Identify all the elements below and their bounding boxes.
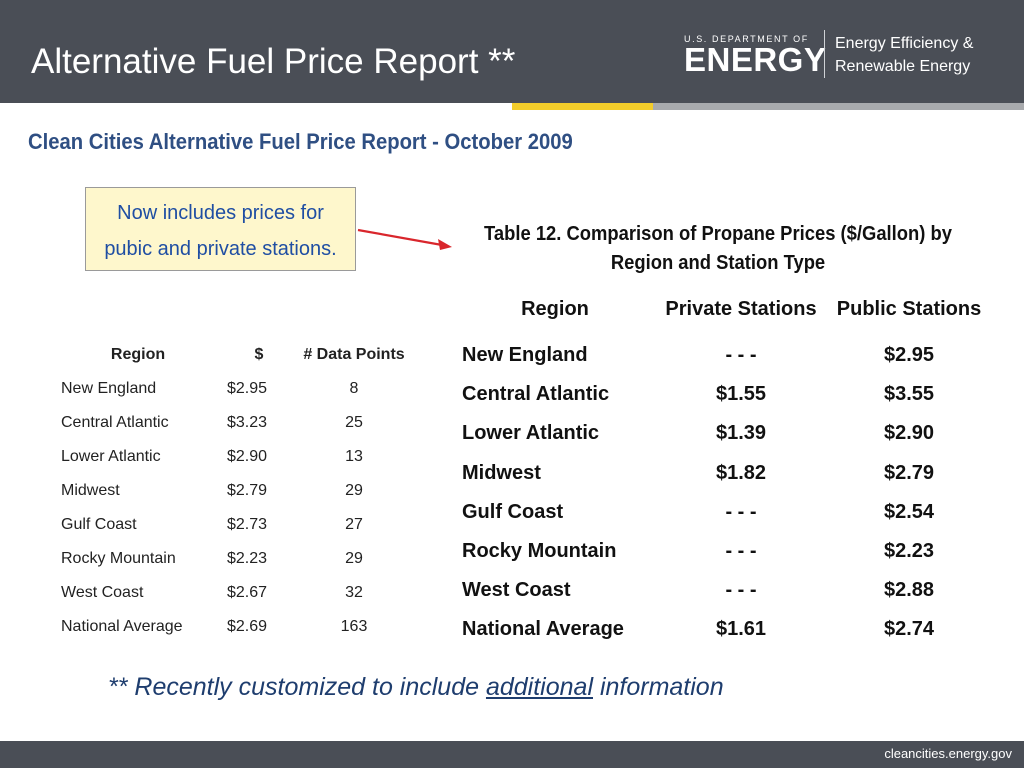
table-row: Midwest $2.79 29: [61, 474, 409, 508]
region-cell: Rocky Mountain: [61, 550, 176, 567]
private-price-cell: - - -: [725, 344, 757, 367]
region-cell: West Coast: [61, 584, 144, 601]
private-price-cell: $1.55: [715, 383, 767, 406]
table-row: Central Atlantic $3.23 25: [61, 406, 409, 440]
price-cell: $2.73: [227, 516, 268, 533]
public-price-cell: $2.90: [883, 422, 935, 445]
datapoints-cell: 29: [345, 482, 363, 499]
datapoints-cell: 13: [345, 448, 363, 465]
logo-office-line2: Renewable Energy: [835, 58, 971, 75]
logo-office-text: Energy Efficiency & Renewable Energy: [835, 32, 973, 78]
accent-bar-gray: [653, 103, 1024, 110]
table-row: Gulf Coast $2.73 27: [61, 508, 409, 542]
region-cell: Rocky Mountain: [462, 540, 617, 563]
footnote-underlined: additional: [485, 673, 593, 701]
region-cell: Lower Atlantic: [462, 422, 600, 445]
callout-arrow-icon: [357, 228, 452, 250]
small-table-header-price: $: [254, 346, 264, 363]
table-row: New England - - - $2.95: [462, 328, 994, 375]
public-price-cell: $2.88: [883, 579, 935, 602]
table-row: Rocky Mountain $2.23 29: [61, 542, 409, 576]
datapoints-cell: 25: [345, 414, 363, 431]
footer-bar: cleancities.energy.gov: [0, 741, 1024, 768]
logo-office-line1: Energy Efficiency &: [835, 35, 974, 52]
price-cell: $2.69: [227, 618, 268, 635]
table-row: Midwest $1.82 $2.79: [462, 454, 994, 493]
table-row: West Coast $2.67 32: [61, 576, 409, 610]
big-table-header-row: Region Private Stations Public Stations: [462, 290, 994, 328]
datapoints-cell: 29: [345, 550, 363, 567]
table-row: National Average $1.61 $2.74: [462, 610, 994, 649]
big-table-header-region: Region: [521, 297, 589, 320]
public-price-cell: $3.55: [883, 383, 935, 406]
datapoints-cell: 163: [340, 618, 368, 635]
footnote-suffix: information: [593, 673, 724, 701]
price-cell: $2.67: [227, 584, 268, 601]
region-cell: New England: [61, 380, 157, 397]
region-cell: Gulf Coast: [462, 500, 564, 523]
callout-box: Now includes prices for pubic and privat…: [85, 187, 356, 271]
table-row: West Coast - - - $2.88: [462, 571, 994, 610]
table-row: New England $2.95 8: [61, 372, 409, 406]
region-cell: Central Atlantic: [61, 414, 169, 431]
datapoints-cell: 32: [345, 584, 363, 601]
price-cell: $2.79: [227, 482, 268, 499]
footnote-prefix: ** Recently customized to include: [108, 673, 486, 701]
table-row: Rocky Mountain - - - $2.23: [462, 532, 994, 571]
small-table-header-datapoints: # Data Points: [303, 346, 405, 363]
table-row: Gulf Coast - - - $2.54: [462, 493, 994, 532]
small-price-table: Region $ # Data Points New England $2.95…: [61, 338, 409, 644]
private-price-cell: $1.61: [715, 618, 767, 641]
private-price-cell: - - -: [725, 500, 757, 523]
small-table-header-region: Region: [110, 346, 166, 363]
callout-line2: pubic and private stations.: [104, 238, 337, 260]
region-cell: West Coast: [462, 579, 571, 602]
footer-url: cleancities.energy.gov: [884, 746, 1012, 761]
public-price-cell: $2.74: [883, 618, 935, 641]
report-subtitle: Clean Cities Alternative Fuel Price Repo…: [28, 129, 573, 154]
region-cell: National Average: [462, 618, 624, 641]
table-row: Central Atlantic $1.55 $3.55: [462, 375, 994, 414]
price-cell: $2.23: [227, 550, 268, 567]
accent-bar-yellow: [512, 103, 653, 110]
public-price-cell: $2.95: [883, 344, 935, 367]
private-price-cell: $1.82: [715, 461, 767, 484]
price-cell: $2.90: [227, 448, 268, 465]
table-caption: Table 12. Comparison of Propane Prices (…: [470, 220, 967, 278]
datapoints-cell: 27: [345, 516, 363, 533]
public-price-cell: $2.23: [883, 540, 935, 563]
public-price-cell: $2.54: [883, 500, 935, 523]
private-price-cell: - - -: [725, 579, 757, 602]
propane-comparison-table: Region Private Stations Public Stations …: [462, 290, 994, 650]
big-table-header-private: Private Stations: [665, 297, 817, 320]
small-table-header-row: Region $ # Data Points: [61, 338, 409, 372]
logo-divider: [824, 30, 825, 78]
table-row: Lower Atlantic $2.90 13: [61, 440, 409, 474]
callout-line1: Now includes prices for: [117, 202, 324, 224]
price-cell: $2.95: [227, 380, 268, 397]
region-cell: National Average: [61, 618, 183, 635]
region-cell: Midwest: [61, 482, 120, 499]
table-row: National Average $2.69 163: [61, 610, 409, 644]
table-caption-line1: Table 12. Comparison of Propane Prices (…: [484, 223, 952, 245]
region-cell: Gulf Coast: [61, 516, 137, 533]
region-cell: Lower Atlantic: [61, 448, 161, 465]
logo-energy-text: ENERGY: [684, 41, 827, 78]
table-row: Lower Atlantic $1.39 $2.90: [462, 414, 994, 453]
public-price-cell: $2.79: [883, 461, 935, 484]
footnote: ** Recently customized to include additi…: [108, 673, 724, 702]
big-table-header-public: Public Stations: [836, 297, 982, 320]
logo-department-text: U.S. DEPARTMENT OF: [684, 34, 809, 44]
page-title: Alternative Fuel Price Report **: [31, 42, 516, 81]
private-price-cell: $1.39: [715, 422, 767, 445]
region-cell: New England: [462, 344, 588, 367]
price-cell: $3.23: [227, 414, 268, 431]
private-price-cell: - - -: [725, 540, 757, 563]
header-bar: Alternative Fuel Price Report ** U.S. DE…: [0, 0, 1024, 103]
region-cell: Midwest: [462, 461, 541, 484]
table-caption-line2: Region and Station Type: [610, 252, 826, 274]
datapoints-cell: 8: [349, 380, 359, 397]
region-cell: Central Atlantic: [462, 383, 610, 406]
